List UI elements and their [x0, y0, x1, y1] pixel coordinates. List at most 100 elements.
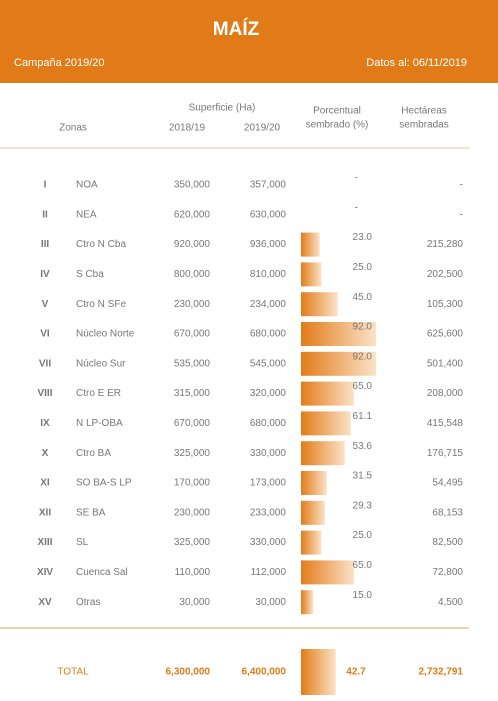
cell: 176,715 — [427, 448, 464, 459]
cell: 810,000 — [250, 269, 287, 280]
cell: 112,000 — [251, 567, 287, 578]
cell: 350,000 — [174, 180, 211, 191]
zone-number: X — [42, 448, 49, 459]
zone-number: IV — [40, 269, 50, 280]
percent-label: 25.0 — [353, 530, 373, 541]
zone-name: Núcleo Norte — [76, 329, 135, 340]
cell: 625,600 — [427, 329, 464, 340]
total-cell: 2,732,791 — [419, 667, 464, 678]
cell: 325,000 — [174, 448, 211, 459]
cell: 30,000 — [255, 597, 286, 608]
col-header: Superficie (Ha) — [189, 103, 256, 114]
percent-label: 53.6 — [353, 441, 373, 452]
total-cell: 42.7 — [346, 667, 366, 678]
zone-number: XV — [38, 597, 52, 608]
percent-bar — [301, 441, 345, 466]
percent-bar — [301, 471, 327, 495]
zone-name: SO BA-S LP — [76, 478, 132, 489]
cell: 325,000 — [174, 537, 211, 548]
zone-number: XIII — [37, 537, 52, 548]
zone-name: Ctro E ER — [76, 388, 121, 399]
cell: 30,000 — [179, 597, 210, 608]
col-header: 2019/20 — [244, 123, 281, 134]
cell: - — [460, 209, 463, 220]
campaign: Campaña 2019/20 — [14, 57, 105, 69]
zone-number: XI — [40, 478, 50, 489]
zone-name: SL — [76, 537, 89, 548]
header-band — [0, 0, 498, 83]
zone-name: Núcleo Sur — [76, 358, 126, 369]
zone-name: Ctro N Cba — [76, 239, 126, 250]
percent-label: 23.0 — [353, 232, 373, 243]
percent-label: 31.5 — [353, 471, 373, 482]
percent-label: 25.0 — [353, 262, 373, 273]
cell: 535,000 — [174, 358, 211, 369]
zone-name: S Cba — [76, 269, 104, 280]
title: MAÍZ — [213, 18, 260, 40]
total-cell: 6,300,000 — [166, 667, 211, 678]
cell: 680,000 — [250, 418, 287, 429]
percent-bar — [301, 500, 325, 525]
zone-number: XII — [39, 507, 51, 518]
zone-number: V — [42, 299, 49, 310]
cell: 82,500 — [432, 537, 463, 548]
percent-label: 15.0 — [353, 590, 373, 601]
zone-number: XIV — [37, 567, 53, 578]
cell: 234,000 — [250, 299, 287, 310]
cell: 315,000 — [174, 388, 211, 399]
date: Datos al: 06/11/2019 — [366, 57, 467, 69]
cell: 501,400 — [427, 358, 464, 369]
zone-name: SE BA — [76, 507, 106, 518]
cell: 800,000 — [174, 269, 211, 280]
percent-label: 29.3 — [353, 500, 373, 511]
cell: 330,000 — [250, 448, 287, 459]
cell: - — [460, 180, 463, 191]
zone-name: NOA — [76, 180, 98, 191]
total-label: TOTAL — [57, 667, 89, 678]
col-header: Zonas — [59, 123, 87, 134]
percent-label: 45.0 — [353, 292, 373, 303]
cell: 670,000 — [174, 329, 211, 340]
zone-name: Otras — [76, 597, 100, 608]
cell: 545,000 — [250, 358, 287, 369]
col-header: Hectáreas — [401, 106, 447, 117]
percent-label: 65.0 — [353, 560, 373, 571]
col-header: 2018/19 — [169, 123, 206, 134]
zone-number: II — [42, 209, 48, 220]
zone-number: III — [41, 239, 50, 250]
zone-name: Ctro N SFe — [76, 299, 126, 310]
percent-bar — [301, 649, 336, 695]
cell: 630,000 — [250, 209, 287, 220]
percent-bar — [301, 590, 314, 615]
zone-name: N LP-OBA — [76, 418, 123, 429]
percent-bar — [301, 411, 351, 436]
zone-number: VI — [40, 329, 50, 340]
cell: 330,000 — [250, 537, 287, 548]
cell: 320,000 — [250, 388, 287, 399]
cell: 230,000 — [174, 299, 211, 310]
zone-name: Cuenca Sal — [76, 567, 128, 578]
cell: 357,000 — [250, 180, 287, 191]
cell: 208,000 — [427, 388, 464, 399]
percent-bar — [301, 262, 322, 287]
zone-name: Ctro BA — [76, 448, 111, 459]
cell: 230,000 — [174, 507, 211, 518]
cell: 54,495 — [432, 478, 463, 489]
zone-number: I — [44, 180, 47, 191]
cell: 215,280 — [427, 239, 464, 250]
total-cell: 6,400,000 — [242, 667, 287, 678]
percent-label: - — [355, 173, 358, 184]
cell: 173,000 — [250, 478, 287, 489]
cell: 202,500 — [427, 269, 464, 280]
cell: 4,500 — [438, 597, 463, 608]
cell: 415,548 — [427, 418, 464, 429]
zone-name: NEA — [76, 209, 97, 220]
percent-label: 65.0 — [353, 381, 373, 392]
percent-bar — [301, 322, 376, 346]
cell: 105,300 — [427, 299, 464, 310]
cell: 680,000 — [250, 329, 287, 340]
cell: 170,000 — [174, 478, 211, 489]
percent-bar — [301, 530, 322, 555]
percent-label: - — [355, 202, 358, 213]
